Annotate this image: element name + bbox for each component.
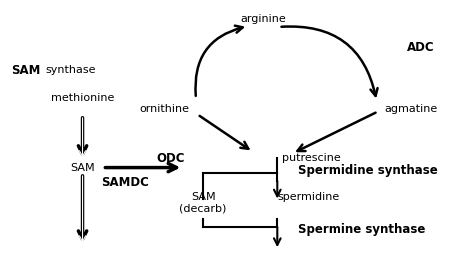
Text: Spermine synthase: Spermine synthase <box>298 223 426 236</box>
Text: agmatine: agmatine <box>384 105 437 114</box>
Text: SAM: SAM <box>70 163 95 173</box>
Text: synthase: synthase <box>46 65 96 75</box>
Text: ADC: ADC <box>407 41 435 54</box>
Text: SAM
(decarb): SAM (decarb) <box>180 192 227 213</box>
Text: ODC: ODC <box>156 152 184 165</box>
Text: spermidine: spermidine <box>277 192 339 202</box>
Text: ornithine: ornithine <box>139 105 189 114</box>
Text: SAMDC: SAMDC <box>101 176 149 189</box>
Text: arginine: arginine <box>240 14 286 24</box>
Text: Spermidine synthase: Spermidine synthase <box>298 164 438 177</box>
Text: methionine: methionine <box>51 93 114 103</box>
Text: putrescine: putrescine <box>282 153 341 163</box>
Text: SAM: SAM <box>10 64 40 77</box>
